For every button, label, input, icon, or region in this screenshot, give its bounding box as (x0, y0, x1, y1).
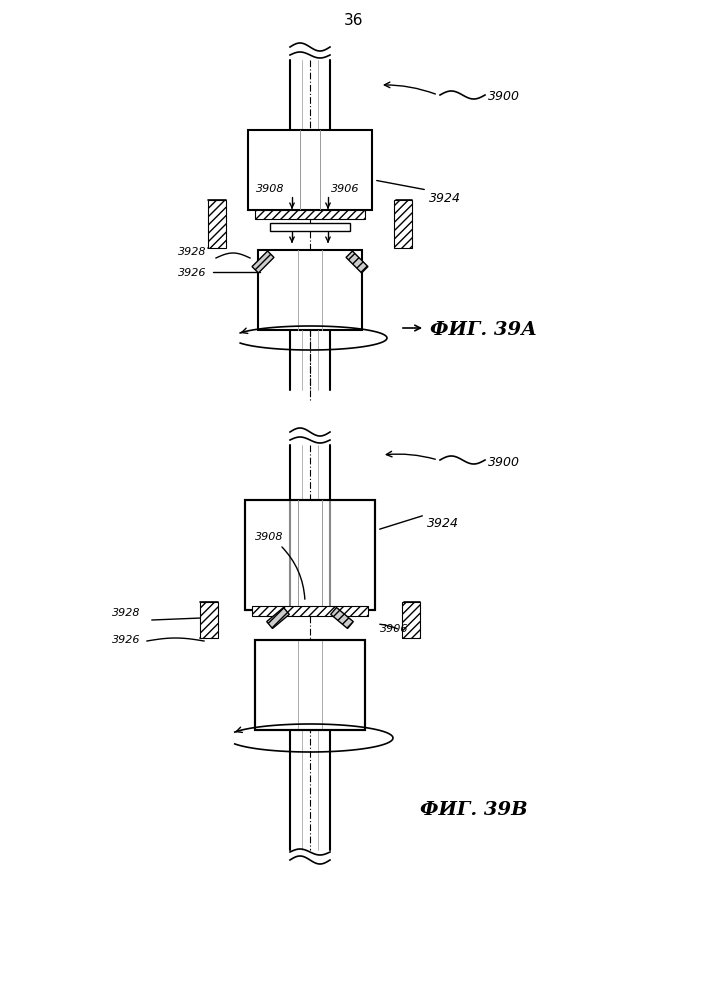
Text: ФИГ. 39В: ФИГ. 39В (420, 801, 527, 819)
Bar (255, 640, 365, 730)
Bar (245, 500, 375, 610)
Text: 3900: 3900 (488, 91, 520, 104)
Text: 3926: 3926 (178, 268, 206, 278)
Bar (255, 640, 365, 730)
Text: 3906: 3906 (380, 624, 409, 634)
Bar (402, 602, 420, 638)
Text: 3926: 3926 (112, 635, 141, 645)
Bar (255, 210, 365, 219)
Bar (394, 200, 412, 248)
Polygon shape (252, 251, 274, 273)
Text: 3906: 3906 (331, 184, 359, 194)
Bar (208, 200, 226, 248)
Bar (270, 223, 350, 231)
Bar (248, 130, 372, 210)
Bar (258, 250, 362, 330)
Bar (252, 606, 368, 616)
Text: ФИГ. 39А: ФИГ. 39А (430, 321, 537, 339)
Polygon shape (331, 607, 354, 629)
Polygon shape (346, 251, 368, 273)
Bar (200, 602, 218, 638)
Text: 3908: 3908 (255, 184, 284, 194)
Text: 3908: 3908 (255, 532, 284, 542)
Text: 3928: 3928 (112, 608, 141, 618)
Text: 3924: 3924 (427, 517, 459, 530)
Bar (245, 500, 375, 610)
Text: 36: 36 (344, 13, 363, 28)
Text: 3924: 3924 (429, 192, 461, 205)
Polygon shape (267, 607, 289, 629)
Text: 3900: 3900 (488, 456, 520, 468)
Text: 3928: 3928 (178, 247, 206, 257)
